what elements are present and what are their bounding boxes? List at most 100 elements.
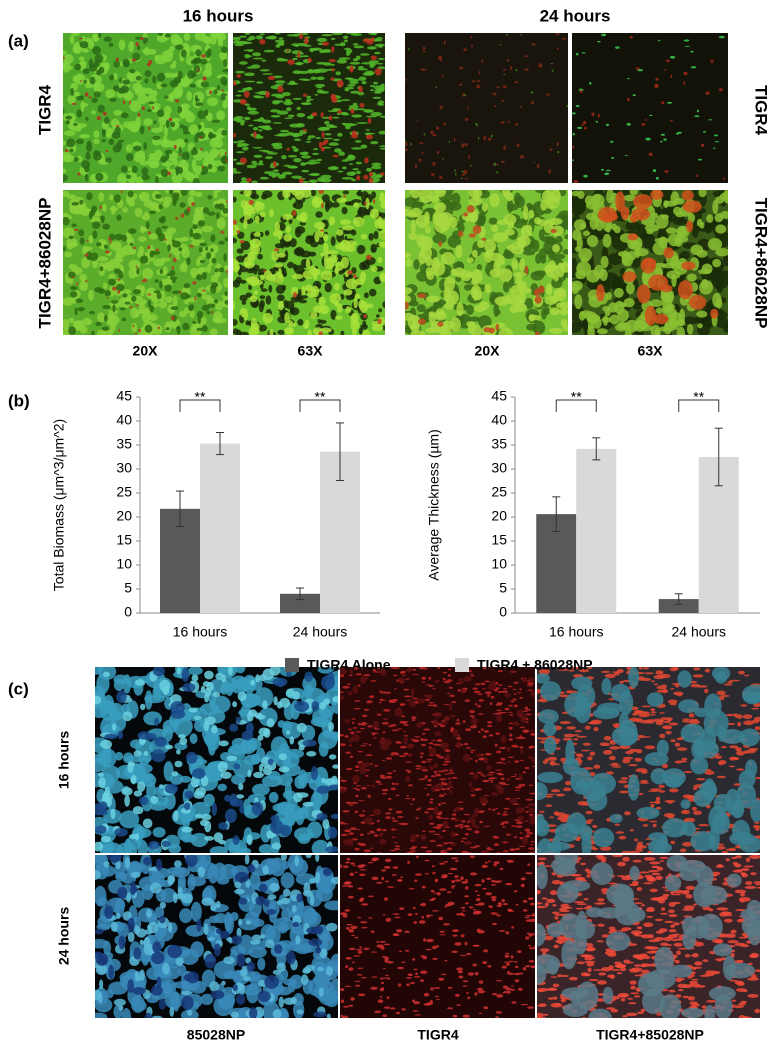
texture-spot — [221, 93, 227, 96]
texture-spot — [673, 218, 688, 226]
texture-spot — [160, 156, 167, 163]
texture-spot — [130, 306, 133, 308]
texture-spot — [375, 765, 378, 767]
texture-spot — [650, 190, 663, 200]
texture-spot — [485, 691, 492, 694]
texture-spot — [410, 834, 417, 841]
texture-spot — [166, 120, 169, 129]
texture-spot — [297, 1009, 304, 1014]
texture-spot — [440, 850, 443, 852]
texture-spot — [370, 763, 373, 765]
texture-spot — [579, 825, 592, 840]
texture-spot — [214, 188, 218, 198]
texture-spot — [496, 687, 500, 689]
texture-spot — [351, 147, 363, 149]
texture-spot — [610, 141, 613, 143]
texture-spot — [353, 43, 359, 45]
texture-spot — [438, 56, 442, 60]
texture-spot — [541, 307, 547, 319]
texture-spot — [358, 723, 361, 725]
texture-spot — [160, 269, 163, 275]
texture-spot — [520, 760, 524, 761]
texture-spot — [425, 775, 428, 778]
texture-spot — [370, 47, 374, 49]
texture-spot — [581, 257, 589, 263]
texture-spot — [598, 114, 600, 118]
texture-spot — [192, 768, 206, 779]
texture-spot — [581, 750, 590, 752]
texture-spot — [233, 220, 237, 225]
texture-spot — [147, 925, 152, 930]
texture-spot — [260, 117, 264, 120]
texture-spot — [545, 758, 549, 762]
texture-spot — [556, 236, 563, 243]
texture-spot — [712, 200, 718, 214]
texture-spot — [164, 239, 166, 241]
texture-spot — [383, 731, 386, 733]
texture-spot — [205, 37, 211, 45]
texture-spot — [91, 331, 95, 337]
texture-spot — [433, 187, 446, 198]
texture-spot — [507, 747, 511, 752]
texture-spot — [157, 73, 165, 82]
texture-spot — [653, 824, 657, 828]
texture-spot — [581, 124, 585, 126]
texture-spot — [525, 266, 528, 274]
texture-spot — [262, 700, 268, 709]
texture-spot — [563, 249, 570, 255]
texture-spot — [254, 327, 259, 335]
texture-spot — [610, 814, 623, 823]
texture-spot — [680, 849, 687, 853]
texture-spot — [233, 133, 236, 138]
texture-spot — [717, 691, 726, 696]
texture-spot — [438, 212, 453, 225]
texture-spot — [458, 678, 463, 685]
texture-spot — [365, 133, 375, 135]
texture-spot — [491, 696, 495, 699]
texture-spot — [170, 122, 175, 128]
texture-spot — [608, 302, 618, 312]
texture-spot — [242, 301, 247, 305]
texture-spot — [197, 69, 199, 72]
texture-spot — [152, 106, 154, 109]
texture-spot — [363, 743, 368, 744]
texture-spot — [155, 55, 166, 65]
texture-spot — [195, 31, 206, 41]
texture-spot — [340, 331, 344, 336]
texture-spot — [518, 784, 525, 787]
texture-spot — [385, 812, 392, 814]
texture-spot — [118, 731, 124, 740]
texture-spot — [190, 84, 197, 88]
texture-spot — [661, 285, 673, 293]
texture-spot — [332, 696, 340, 702]
texture-spot — [63, 246, 66, 251]
texture-spot — [100, 701, 118, 721]
texture-spot — [160, 258, 171, 262]
texture-spot — [524, 829, 530, 832]
texture-spot — [435, 826, 441, 829]
texture-spot — [625, 155, 628, 156]
texture-spot — [456, 741, 461, 748]
texture-spot — [196, 328, 203, 331]
texture-spot — [320, 127, 328, 130]
texture-spot — [486, 765, 492, 770]
texture-spot — [493, 837, 500, 839]
texture-spot — [571, 283, 580, 295]
texture-spot — [364, 157, 368, 163]
texture-spot — [674, 236, 688, 243]
texture-spot — [636, 768, 648, 772]
column-label: TIGR4+85028NP — [596, 1027, 704, 1043]
texture-spot — [682, 758, 688, 761]
texture-spot — [508, 686, 513, 687]
texture-spot — [137, 46, 140, 50]
texture-spot — [343, 36, 348, 39]
texture-spot — [503, 850, 509, 852]
texture-spot — [546, 286, 553, 295]
texture-spot — [354, 297, 358, 308]
texture-spot — [104, 244, 108, 249]
texture-spot — [332, 155, 339, 158]
texture-spot — [242, 731, 253, 741]
texture-spot — [116, 215, 121, 221]
texture-spot — [662, 726, 668, 729]
